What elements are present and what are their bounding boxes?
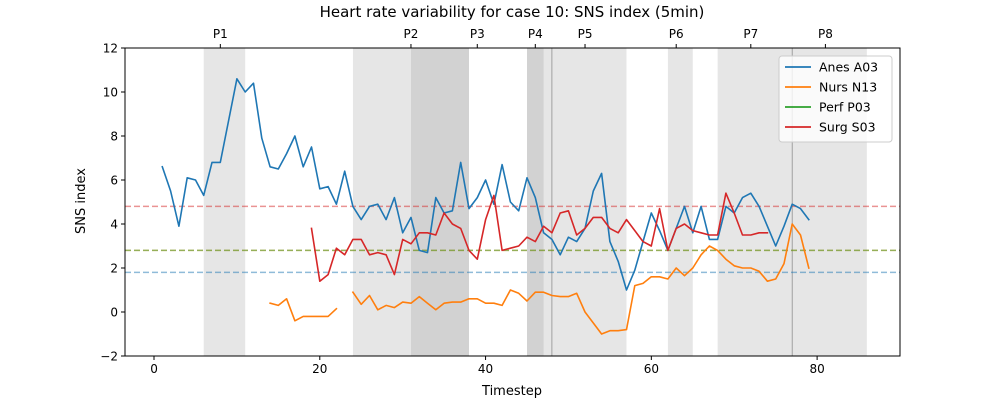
tick-layer: 0 20 40 60 80 −2 0 2 4 6 8 10 12 — [100, 42, 824, 377]
x-tick-label: 0 — [150, 362, 158, 376]
phase-label-p2: P2 — [404, 27, 419, 41]
phase-region-2 — [352, 48, 469, 356]
y-tick-label: 4 — [110, 218, 118, 232]
phase-shading-layer — [203, 48, 867, 356]
series-line-nurs-n13-seg1 — [269, 297, 338, 322]
legend: Anes A03 Nurs N13 Perf P03 Surg S03 — [778, 55, 893, 143]
legend-label-surg-s03: Surg S03 — [819, 120, 876, 135]
y-tick-label: 6 — [110, 174, 118, 188]
phase-region-1 — [203, 48, 246, 356]
legend-label-anes-a03: Anes A03 — [819, 60, 878, 75]
reference-lines-layer — [125, 205, 900, 274]
phase-label-p3: P3 — [470, 27, 485, 41]
y-tick-label: −2 — [100, 350, 118, 364]
phase-label-p7: P7 — [743, 27, 758, 41]
phase-label-p8: P8 — [818, 27, 833, 41]
phase-label-p6: P6 — [669, 27, 684, 41]
phase-region-5 — [527, 48, 544, 356]
series-line-surg-s03 — [310, 192, 769, 283]
legend-box — [778, 55, 893, 143]
y-tick-label: 2 — [110, 262, 118, 276]
y-tick-label: 10 — [103, 86, 118, 100]
chart-title: Heart rate variability for case 10: SNS … — [320, 3, 705, 21]
series-layer — [161, 78, 810, 335]
legend-label-nurs-n13: Nurs N13 — [819, 80, 877, 95]
x-tick-label: 20 — [312, 362, 327, 376]
axes-layer — [124, 47, 901, 357]
phase-region-6 — [667, 48, 693, 356]
x-tick-label: 40 — [478, 362, 493, 376]
phase-labels-layer: P1 P2 P3 P4 P5 P6 P7 P8 — [213, 27, 833, 48]
phase-label-p4: P4 — [528, 27, 543, 41]
y-tick-label: 8 — [110, 130, 118, 144]
x-axis-label: Timestep — [481, 384, 542, 399]
phase-label-p1: P1 — [213, 27, 228, 41]
x-tick-label: 60 — [644, 362, 659, 376]
phase-region-3 — [410, 48, 469, 356]
series-line-nurs-n13-seg2 — [351, 223, 810, 335]
phase-region-4 — [527, 48, 627, 356]
series-line-anes-a03 — [161, 78, 810, 291]
x-tick-label: 80 — [809, 362, 824, 376]
y-axis-label: SNS index — [74, 168, 89, 234]
legend-label-perf-p03: Perf P03 — [819, 100, 871, 115]
y-tick-label: 12 — [103, 42, 118, 56]
plot-frame — [124, 47, 901, 357]
phase-label-p5: P5 — [578, 27, 593, 41]
y-tick-label: 0 — [110, 306, 118, 320]
